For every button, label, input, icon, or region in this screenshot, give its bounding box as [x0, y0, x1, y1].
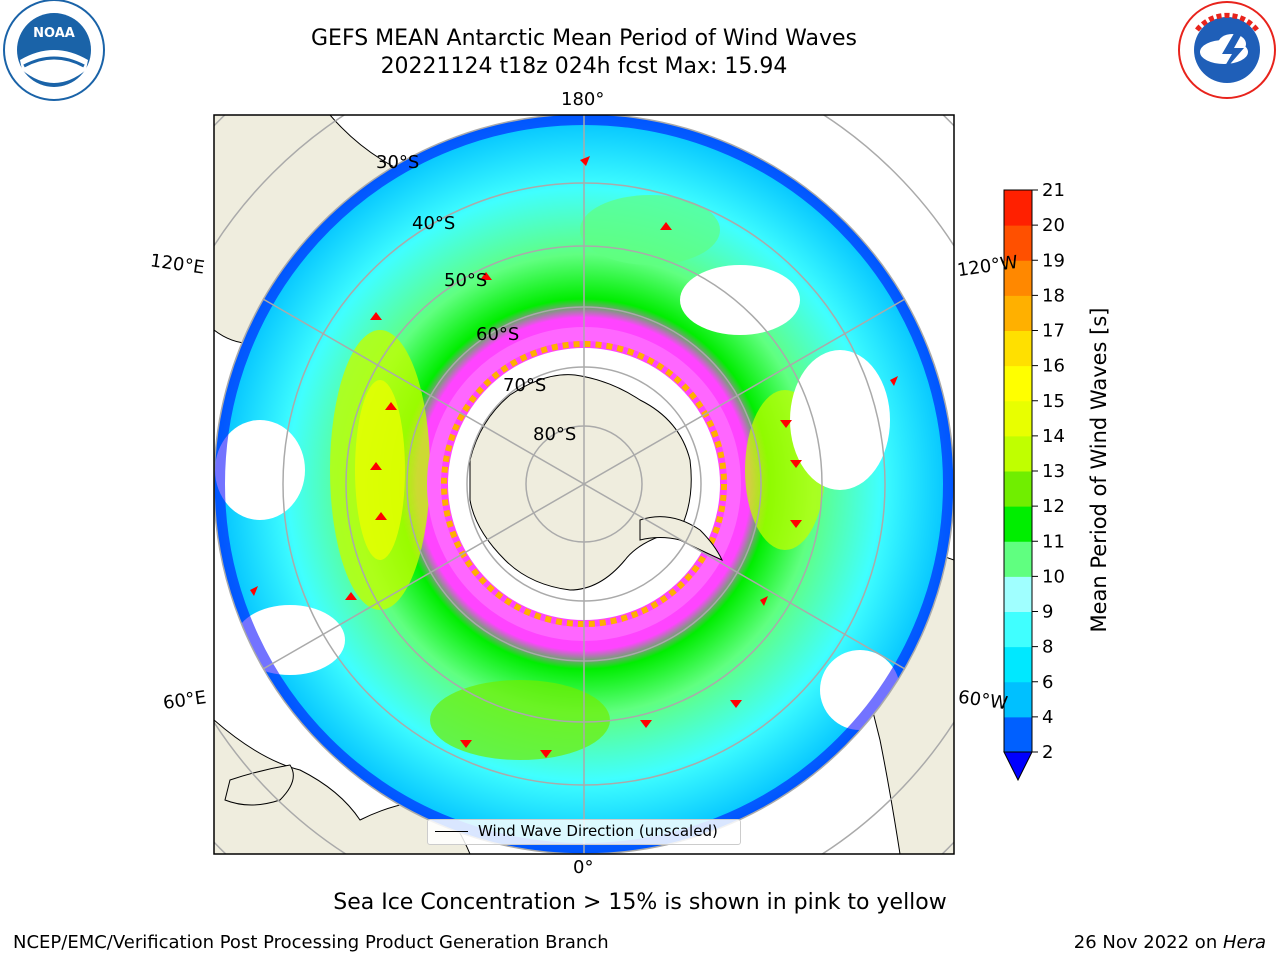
legend-label: Wind Wave Direction (unscaled): [478, 822, 718, 840]
colorbar-bin: [1004, 541, 1032, 577]
land-madagascar: [224, 764, 294, 806]
map-frame: [213, 114, 955, 855]
colorbar-bin: [1004, 611, 1032, 648]
lat-label-50s: 50°S: [444, 270, 488, 291]
colorbar-tick-label: 12: [1042, 496, 1065, 517]
colorbar-bin: [1004, 646, 1032, 683]
graticule: [214, 115, 954, 854]
noaa-logo-text: NOAA: [33, 26, 75, 41]
colorbar-tick-label: 9: [1042, 602, 1053, 623]
colorbar-tick-label: 21: [1042, 180, 1065, 201]
figure-subtitle: 20221124 t18z 024h fcst Max: 15.94: [380, 54, 788, 79]
colorbar-bin: [1004, 365, 1032, 402]
colorbar-bin: [1004, 260, 1032, 296]
colorbar-tick-label: 13: [1042, 461, 1065, 482]
colorbar-extend-arrow: [1003, 751, 1033, 782]
colorbar-tick-label: 14: [1042, 426, 1065, 447]
colorbar-title: Mean Period of Wind Waves [s]: [1087, 308, 1111, 633]
colorbar-bin: [1004, 435, 1032, 472]
footer-credit: NCEP/EMC/Verification Post Processing Pr…: [13, 932, 609, 953]
colorbar-bin: [1004, 400, 1032, 437]
sea-ice-note: Sea Ice Concentration > 15% is shown in …: [333, 890, 947, 915]
colorbar-bin: [1004, 681, 1032, 718]
colorbar-bin: [1004, 576, 1032, 612]
colorbar-bin: [1004, 506, 1032, 542]
wind-wave-arrows: [250, 156, 898, 758]
colorbar-tick-label: 15: [1042, 391, 1065, 412]
footer-date: 26 Nov 2022 on Hera: [1074, 932, 1266, 953]
colorbar-bin: [1004, 330, 1032, 367]
lon-label-0: 0°: [573, 857, 594, 878]
noaa-logo: NOAA: [3, 0, 105, 101]
colorbar-ticks: 2 4 6 8 9 10 11 12 13 14 15 16 17 18 19 20 21: [1032, 180, 1065, 763]
nws-logo: [1178, 1, 1276, 99]
colorbar-tick-label: 4: [1042, 707, 1053, 728]
colorbar-tick-label: 2: [1042, 742, 1053, 763]
lat-label-60s: 60°S: [476, 324, 520, 345]
colorbar-tick-label: 19: [1042, 250, 1065, 271]
colorbar: [1003, 189, 1033, 782]
colorbar-tick-label: 10: [1042, 566, 1065, 587]
colorbar-bin: [1004, 190, 1032, 226]
lon-label-180: 180°: [561, 89, 605, 110]
lat-label-70s: 70°S: [503, 375, 547, 396]
colorbar-bin: [1004, 471, 1032, 507]
colorbar-tick-label: 17: [1042, 321, 1065, 342]
figure-title: GEFS MEAN Antarctic Mean Period of Wind …: [311, 26, 857, 51]
colorbar-tick-label: 8: [1042, 637, 1053, 658]
colorbar-bin: [1004, 225, 1032, 261]
lat-label-30s: 30°S: [376, 152, 420, 173]
colorbar-tick-label: 20: [1042, 215, 1065, 236]
lat-label-40s: 40°S: [412, 213, 456, 234]
map-legend: Wind Wave Direction (unscaled): [427, 819, 741, 845]
colorbar-bin: [1004, 716, 1032, 753]
lat-label-80s: 80°S: [533, 424, 577, 445]
colorbar-tick-label: 16: [1042, 356, 1065, 377]
map-area: [214, 115, 954, 854]
colorbar-bin: [1004, 295, 1032, 331]
colorbar-tick-label: 6: [1042, 672, 1053, 693]
colorbar-tick-label: 11: [1042, 531, 1065, 552]
footer-date-text: 26 Nov 2022 on: [1073, 932, 1223, 953]
colorbar-tick-label: 18: [1042, 285, 1065, 306]
footer-machine: Hera: [1222, 932, 1266, 953]
legend-line-sample: [435, 831, 468, 832]
